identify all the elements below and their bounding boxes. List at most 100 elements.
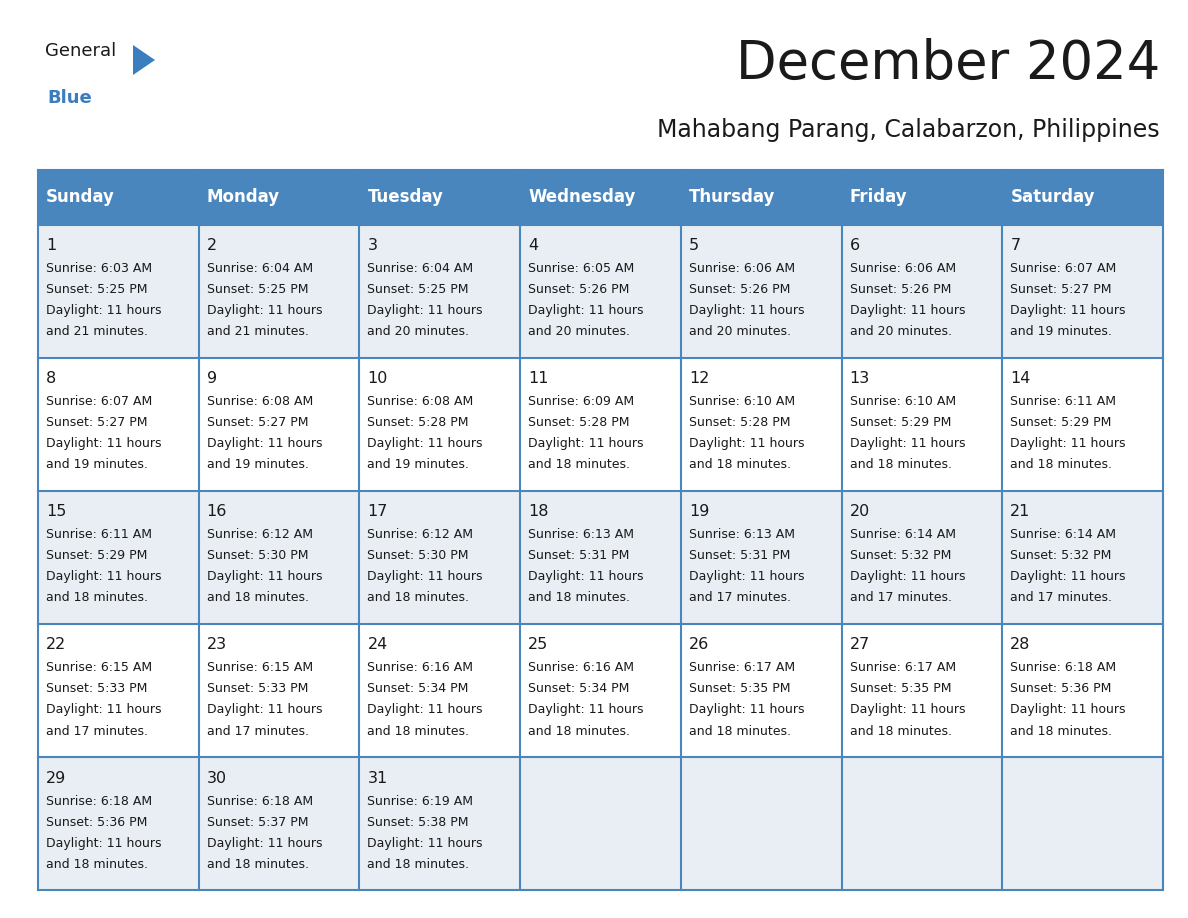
Text: 30: 30	[207, 770, 227, 786]
Bar	[38, 491, 198, 624]
Text: Sunset: 5:26 PM: Sunset: 5:26 PM	[849, 283, 950, 296]
Text: Sunrise: 6:18 AM: Sunrise: 6:18 AM	[207, 795, 312, 808]
Bar	[360, 358, 520, 491]
Text: 21: 21	[1010, 504, 1031, 520]
Text: Sunrise: 6:06 AM: Sunrise: 6:06 AM	[849, 262, 955, 274]
Bar	[198, 170, 360, 225]
Text: Sunrise: 6:04 AM: Sunrise: 6:04 AM	[207, 262, 312, 274]
Text: and 19 minutes.: and 19 minutes.	[1010, 325, 1112, 338]
Text: Sunrise: 6:13 AM: Sunrise: 6:13 AM	[529, 528, 634, 542]
Text: Mahabang Parang, Calabarzon, Philippines: Mahabang Parang, Calabarzon, Philippines	[657, 118, 1159, 142]
Text: Sunset: 5:31 PM: Sunset: 5:31 PM	[529, 549, 630, 562]
Text: Sunrise: 6:13 AM: Sunrise: 6:13 AM	[689, 528, 795, 542]
Text: Sunset: 5:35 PM: Sunset: 5:35 PM	[849, 682, 952, 696]
Text: 13: 13	[849, 371, 870, 386]
Text: and 18 minutes.: and 18 minutes.	[207, 591, 309, 604]
Text: Sunrise: 6:12 AM: Sunrise: 6:12 AM	[207, 528, 312, 542]
Text: and 18 minutes.: and 18 minutes.	[529, 724, 630, 737]
Text: and 18 minutes.: and 18 minutes.	[689, 458, 791, 471]
Text: Sunrise: 6:07 AM: Sunrise: 6:07 AM	[46, 395, 152, 409]
Text: Sunset: 5:31 PM: Sunset: 5:31 PM	[689, 549, 790, 562]
Bar	[1003, 170, 1163, 225]
Text: Sunset: 5:34 PM: Sunset: 5:34 PM	[367, 682, 469, 696]
Text: Sunrise: 6:10 AM: Sunrise: 6:10 AM	[689, 395, 795, 409]
Text: and 17 minutes.: and 17 minutes.	[1010, 591, 1112, 604]
Bar	[360, 757, 520, 890]
Text: 20: 20	[849, 504, 870, 520]
Bar	[520, 624, 681, 757]
Text: Sunset: 5:27 PM: Sunset: 5:27 PM	[1010, 283, 1112, 296]
Bar	[841, 624, 1003, 757]
Text: Sunrise: 6:04 AM: Sunrise: 6:04 AM	[367, 262, 474, 274]
Bar	[841, 225, 1003, 358]
Text: Daylight: 11 hours: Daylight: 11 hours	[367, 570, 484, 583]
Bar	[681, 170, 841, 225]
Text: Sunrise: 6:06 AM: Sunrise: 6:06 AM	[689, 262, 795, 274]
Text: 1: 1	[46, 238, 56, 253]
Text: Daylight: 11 hours: Daylight: 11 hours	[46, 570, 162, 583]
Text: Daylight: 11 hours: Daylight: 11 hours	[367, 304, 484, 317]
Text: Saturday: Saturday	[1010, 188, 1095, 207]
Text: Daylight: 11 hours: Daylight: 11 hours	[207, 437, 322, 450]
Bar	[198, 491, 360, 624]
Text: and 18 minutes.: and 18 minutes.	[849, 724, 952, 737]
Text: 12: 12	[689, 371, 709, 386]
Text: Sunset: 5:27 PM: Sunset: 5:27 PM	[46, 416, 147, 429]
Text: Daylight: 11 hours: Daylight: 11 hours	[689, 437, 804, 450]
Text: and 18 minutes.: and 18 minutes.	[46, 591, 148, 604]
Bar	[1003, 225, 1163, 358]
Text: Sunrise: 6:15 AM: Sunrise: 6:15 AM	[207, 661, 312, 675]
Text: Sunset: 5:29 PM: Sunset: 5:29 PM	[849, 416, 950, 429]
Text: Daylight: 11 hours: Daylight: 11 hours	[529, 570, 644, 583]
Text: Sunset: 5:35 PM: Sunset: 5:35 PM	[689, 682, 790, 696]
Text: Sunset: 5:37 PM: Sunset: 5:37 PM	[207, 815, 308, 829]
Text: Daylight: 11 hours: Daylight: 11 hours	[529, 304, 644, 317]
Text: Sunrise: 6:11 AM: Sunrise: 6:11 AM	[46, 528, 152, 542]
Text: Sunrise: 6:14 AM: Sunrise: 6:14 AM	[1010, 528, 1117, 542]
Bar	[841, 757, 1003, 890]
Text: 3: 3	[367, 238, 378, 253]
Text: Sunrise: 6:16 AM: Sunrise: 6:16 AM	[529, 661, 634, 675]
Text: Sunrise: 6:10 AM: Sunrise: 6:10 AM	[849, 395, 955, 409]
Text: Sunset: 5:33 PM: Sunset: 5:33 PM	[46, 682, 147, 696]
Bar	[681, 358, 841, 491]
Bar	[681, 225, 841, 358]
Text: 6: 6	[849, 238, 860, 253]
Text: 28: 28	[1010, 637, 1031, 653]
Text: 19: 19	[689, 504, 709, 520]
Text: and 20 minutes.: and 20 minutes.	[689, 325, 791, 338]
Text: Sunset: 5:29 PM: Sunset: 5:29 PM	[46, 549, 147, 562]
Text: Sunset: 5:28 PM: Sunset: 5:28 PM	[689, 416, 790, 429]
Text: 27: 27	[849, 637, 870, 653]
Text: and 21 minutes.: and 21 minutes.	[46, 325, 148, 338]
Text: Sunset: 5:25 PM: Sunset: 5:25 PM	[46, 283, 147, 296]
Bar	[520, 225, 681, 358]
Text: Daylight: 11 hours: Daylight: 11 hours	[1010, 570, 1126, 583]
Text: Daylight: 11 hours: Daylight: 11 hours	[849, 703, 965, 716]
Bar	[520, 358, 681, 491]
Text: Daylight: 11 hours: Daylight: 11 hours	[1010, 703, 1126, 716]
Bar	[841, 170, 1003, 225]
Text: 24: 24	[367, 637, 387, 653]
Text: and 17 minutes.: and 17 minutes.	[689, 591, 791, 604]
Text: Sunset: 5:30 PM: Sunset: 5:30 PM	[207, 549, 308, 562]
Text: and 18 minutes.: and 18 minutes.	[367, 724, 469, 737]
Text: 9: 9	[207, 371, 217, 386]
Text: 10: 10	[367, 371, 387, 386]
Text: Sunset: 5:29 PM: Sunset: 5:29 PM	[1010, 416, 1112, 429]
Text: Daylight: 11 hours: Daylight: 11 hours	[207, 570, 322, 583]
Text: Sunrise: 6:14 AM: Sunrise: 6:14 AM	[849, 528, 955, 542]
Text: Monday: Monday	[207, 188, 280, 207]
Text: and 20 minutes.: and 20 minutes.	[849, 325, 952, 338]
Bar	[520, 491, 681, 624]
Text: Daylight: 11 hours: Daylight: 11 hours	[689, 304, 804, 317]
Bar	[841, 491, 1003, 624]
Text: and 21 minutes.: and 21 minutes.	[207, 325, 309, 338]
Bar	[681, 757, 841, 890]
Text: Daylight: 11 hours: Daylight: 11 hours	[529, 437, 644, 450]
Text: Sunrise: 6:19 AM: Sunrise: 6:19 AM	[367, 795, 474, 808]
Text: 23: 23	[207, 637, 227, 653]
Text: and 18 minutes.: and 18 minutes.	[1010, 724, 1112, 737]
Bar	[1003, 491, 1163, 624]
Text: Sunset: 5:28 PM: Sunset: 5:28 PM	[367, 416, 469, 429]
